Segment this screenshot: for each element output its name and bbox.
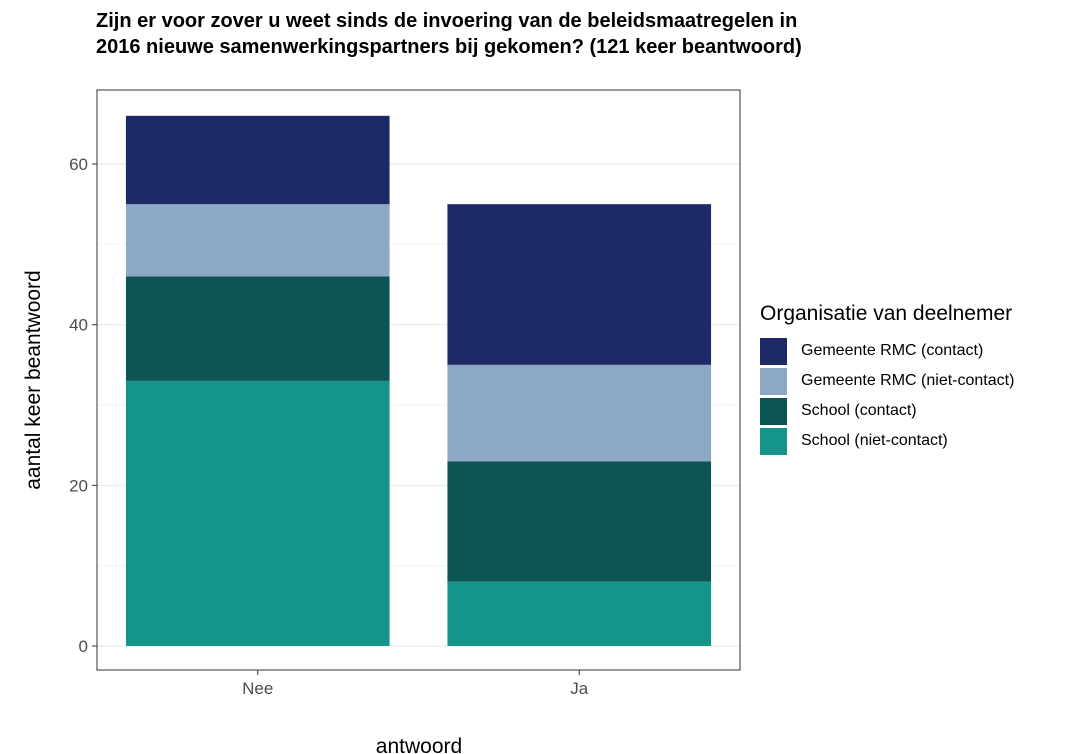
y-tick-label: 0 — [79, 637, 88, 656]
legend-label: School (contact) — [801, 402, 917, 419]
legend-items: Gemeente RMC (contact) Gemeente RMC (niet… — [760, 336, 1014, 456]
legend-label: Gemeente RMC (contact) — [801, 342, 984, 359]
bar-segment — [447, 581, 712, 646]
legend-swatch — [760, 397, 787, 425]
x-tick-label: Nee — [242, 679, 273, 698]
bar-segment — [125, 276, 390, 381]
plot-border — [96, 89, 741, 671]
legend-swatch — [760, 367, 787, 395]
legend-title: Organisatie van deelnemer — [760, 302, 1013, 325]
bar-segment — [125, 380, 390, 646]
x-tick-label: Ja — [570, 679, 589, 698]
chart-title-line-1: Zijn er voor zover u weet sinds de invoe… — [96, 10, 798, 32]
legend-swatch — [760, 427, 787, 455]
chart-title-line-2: 2016 nieuwe samenwerkingspartners bij ge… — [96, 36, 802, 58]
chart-title: Zijn er voor zover u weet sinds de invoe… — [96, 8, 1056, 60]
legend-item: School (contact) — [760, 396, 1014, 426]
y-tick-label: 20 — [69, 476, 88, 495]
y-tick-label: 40 — [69, 316, 88, 335]
x-axis: Nee Ja — [242, 670, 589, 698]
bar-segment — [447, 461, 712, 582]
legend-item: School (niet-contact) — [760, 426, 1014, 456]
bars — [125, 115, 712, 646]
x-axis-label: antwoord — [376, 735, 462, 754]
legend-item: Gemeente RMC (contact) — [760, 336, 1014, 366]
legend-swatch — [760, 337, 787, 365]
bar-segment — [447, 364, 712, 462]
legend: Organisatie van deelnemer Gemeente RMC (… — [760, 302, 1014, 456]
legend-label: Gemeente RMC (niet-contact) — [801, 372, 1015, 389]
legend-label: School (niet-contact) — [801, 432, 948, 449]
y-axis: 0 20 40 60 — [69, 155, 97, 656]
bar-segment — [125, 204, 390, 277]
legend-item: Gemeente RMC (niet-contact) — [760, 366, 1014, 396]
bar-segment — [447, 204, 712, 365]
y-axis-label: aantal keer beantwoord — [22, 270, 45, 490]
y-tick-label: 60 — [69, 155, 88, 174]
bar-segment — [125, 115, 390, 205]
